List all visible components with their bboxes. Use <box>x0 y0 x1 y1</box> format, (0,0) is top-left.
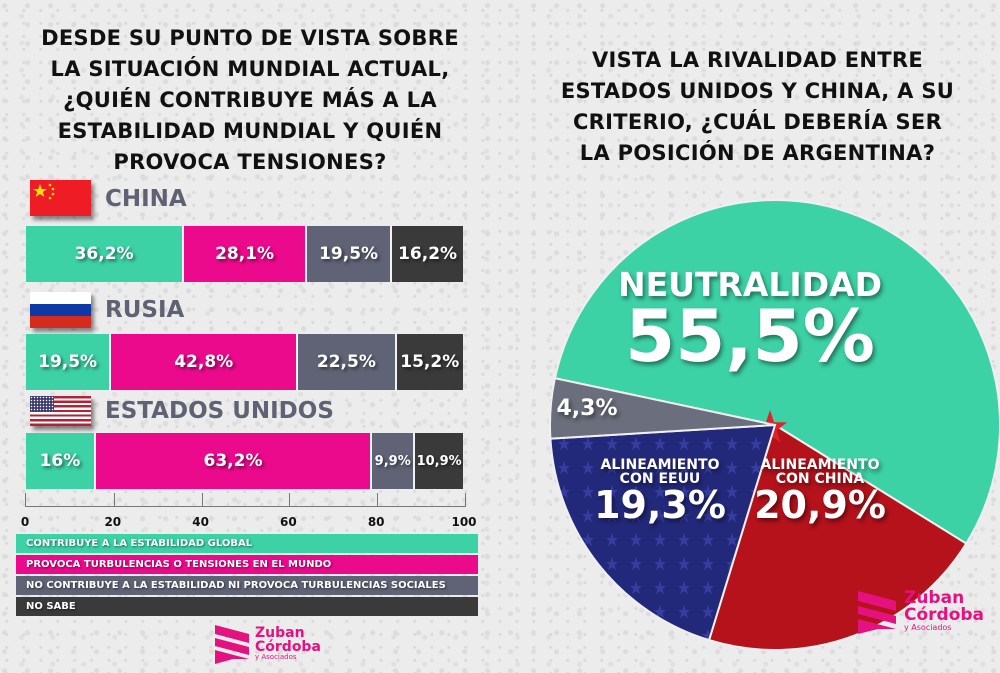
logo-line1: Zuban <box>255 624 305 641</box>
pie-label-other-value: 4,3% <box>556 396 618 421</box>
title-line: ¿QUIÉN CONTRIBUYE MÁS A LA <box>63 88 437 112</box>
pie-label-china-line1: ALINEAMIENTO <box>760 457 880 473</box>
axis-tick <box>113 493 115 506</box>
pie-label-neutral-value: 55,5% <box>625 294 875 378</box>
legend-provoca: PROVOCA TURBULENCIAS O TENSIONES EN EL M… <box>16 555 478 574</box>
zuban-cordoba-logo-right: Zuban Córdoba y Asociados <box>856 588 984 634</box>
axis-tick-label: 100 <box>451 515 477 529</box>
bar-segment-nosabe: 16,2% <box>392 226 463 282</box>
logo-line3: y Asociados <box>255 652 297 661</box>
bar-segment-ni: 22,5% <box>298 334 397 390</box>
bar-segment-ni: 19,5% <box>306 226 393 282</box>
title-line: PROVOCA TENSIONES? <box>113 150 387 174</box>
pie-slice-eeuu <box>549 423 777 642</box>
bar-segment-provoca: 28,1% <box>184 226 307 282</box>
bar-segment-contribuye: 19,5% <box>26 334 112 390</box>
right-chart-title: VISTA LA RIVALIDAD ENTRE ESTADOS UNIDOS … <box>530 45 985 169</box>
axis-tick-label: 80 <box>367 515 385 529</box>
pie-slice-china <box>707 423 968 651</box>
axis-tick-label: 40 <box>192 515 209 529</box>
legend-ni: NO CONTRIBUYE A LA ESTABILIDAD NI PROVOC… <box>16 576 478 595</box>
axis-tick <box>289 493 291 506</box>
pie-label-china-value: 20,9% <box>754 483 886 527</box>
logo-line2: Córdoba <box>904 605 985 625</box>
axis-tick-label: 20 <box>104 515 122 529</box>
bar-segment-nosabe: 10,9% <box>415 433 463 489</box>
pie-label-neutral-name: NEUTRALIDAD <box>617 265 883 304</box>
title-line: DESDE SU PUNTO DE VISTA SOBRE <box>41 26 459 50</box>
country-label-china: CHINA <box>105 186 187 212</box>
axis-tick <box>201 493 203 506</box>
logo-line2: Córdoba <box>255 638 321 655</box>
usa-flag-icon <box>30 396 91 426</box>
legend-contribuye: CONTRIBUYE A LA ESTABILIDAD GLOBAL <box>16 534 478 553</box>
title-line: LA SITUACIÓN MUNDIAL ACTUAL, <box>50 57 450 81</box>
title-line: VISTA LA RIVALIDAD ENTRE <box>591 48 924 72</box>
legend-nosabe: NO SABE <box>16 597 478 616</box>
bar-segment-nosabe: 15,2% <box>396 334 463 390</box>
bar-usa: 16% 63,2% 9,9% 10,9% <box>26 433 463 489</box>
china-flag-icon <box>30 180 91 216</box>
bar-russia: 19,5% 42,8% 22,5% 15,2% <box>26 334 463 390</box>
bar-segment-contribuye: 16% <box>26 433 96 489</box>
country-label-usa: ESTADOS UNIDOS <box>105 398 334 424</box>
china-stars <box>33 183 55 200</box>
bar-china: 36,2% 28,1% 19,5% 16,2% <box>26 226 463 282</box>
logo-mark-icon <box>215 625 249 664</box>
x-axis <box>25 493 466 507</box>
title-line: CRITERIO, ¿CUÁL DEBERÍA SER <box>572 110 943 134</box>
left-chart-title: DESDE SU PUNTO DE VISTA SOBRE LA SITUACI… <box>8 23 492 178</box>
title-line: LA POSICIÓN DE ARGENTINA? <box>579 141 936 165</box>
title-line: ESTADOS UNIDOS Y CHINA, A SU <box>560 79 955 103</box>
country-label-russia: RUSIA <box>105 297 185 323</box>
axis-tick-label: 0 <box>20 515 30 529</box>
logo-line3: y Asociados <box>904 623 952 632</box>
pie-label-usa-line1: ALINEAMIENTO <box>600 457 720 473</box>
logo-mark-icon <box>858 591 896 634</box>
pie-label-china-line2: CON CHINA <box>775 471 865 487</box>
bar-segment-contribuye: 36,2% <box>26 226 185 282</box>
axis-tick-label: 60 <box>280 515 297 529</box>
pie-slice-otro <box>549 377 776 440</box>
bar-segment-provoca: 42,8% <box>111 334 299 390</box>
axis-tick <box>377 493 379 506</box>
bar-segment-provoca: 63,2% <box>95 433 373 489</box>
bar-segment-ni: 9,9% <box>372 433 416 489</box>
title-line: ESTABILIDAD MUNDIAL Y QUIÉN <box>57 119 443 143</box>
logo-line1: Zuban <box>904 588 965 608</box>
pie-label-usa-value: 19,3% <box>594 483 726 527</box>
pie-label-usa-line2: CON EEUU <box>619 471 701 487</box>
russia-flag-icon <box>30 292 91 328</box>
zuban-cordoba-logo: Zuban Córdoba y Asociados <box>213 622 321 664</box>
